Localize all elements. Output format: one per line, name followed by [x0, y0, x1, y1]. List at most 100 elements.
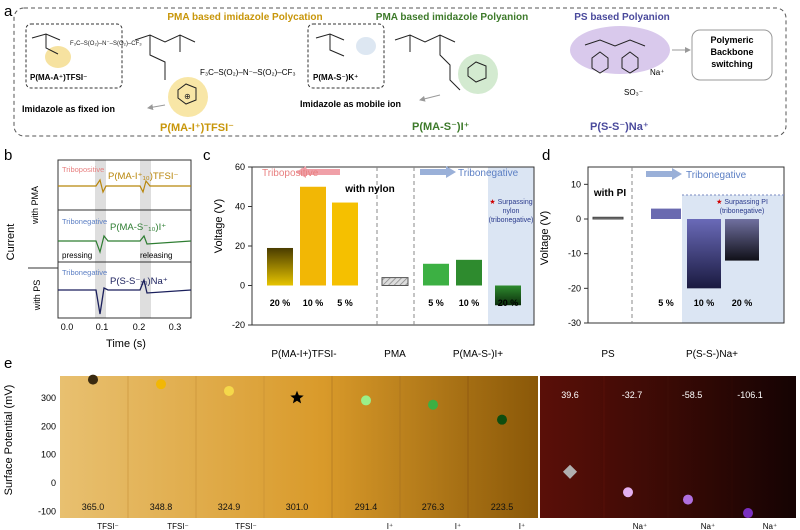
sulfonated-ring	[621, 51, 639, 74]
phenyl-ring	[591, 51, 609, 74]
panel-c-category-labels: 20 % 10 % 5 % 5 % 10 % 20 %	[270, 298, 519, 308]
panel-b-xticks: 0.0 0.1 0.2 0.3	[61, 322, 182, 332]
ytick-label: -30	[568, 318, 581, 328]
potential-value: 39.6	[561, 390, 579, 400]
pressing-label: pressing	[62, 251, 92, 260]
potential-value: 348.8	[150, 502, 173, 512]
tfsi-small-formula: F₃C–S(O₂)–N⁻–S(O₂)–CF₃	[70, 41, 142, 47]
bottom-label: Na⁺	[701, 522, 715, 530]
panel-d-ylabel: Voltage (V)	[539, 211, 551, 265]
polycation-monomer-box	[25, 23, 123, 89]
polyanion-monomer-box	[307, 23, 385, 89]
trace-2	[58, 234, 192, 255]
ytick-label: 10	[571, 179, 581, 189]
panel-b-label: b	[4, 147, 12, 164]
category-label: 10 %	[694, 298, 715, 308]
bar	[592, 216, 624, 220]
category-label: 5 %	[428, 298, 444, 308]
surpass-note-c-wrap: ★ Surpassing nylon (tribonegative)	[488, 199, 534, 224]
releasing-label: releasing	[140, 251, 172, 260]
polyanion-monomer-label: P(MA-S⁻)K⁺	[313, 73, 358, 82]
potential-value: 276.3	[422, 502, 445, 512]
bar	[725, 219, 759, 261]
panel-d-axes	[587, 166, 785, 324]
panel-a-frame	[13, 7, 787, 137]
ps-polymer-name: P(S-S⁻)Na⁺	[590, 121, 649, 133]
panel-b: b Current with PMA with PS Tribopositive…	[4, 147, 192, 350]
imidazolium-highlight	[168, 77, 208, 117]
tribopositive-arrowhead	[296, 166, 306, 178]
panel-c-yticks: -20 0 20 40 60	[232, 162, 252, 330]
marker	[497, 414, 507, 425]
bar	[651, 208, 681, 219]
group-ps-label: with PS	[32, 280, 42, 312]
trace-1	[58, 178, 191, 194]
marker	[428, 399, 438, 410]
ytick-label: -10	[568, 249, 581, 259]
bottom-label: TFSI⁻	[235, 522, 257, 530]
category-label: 5 %	[658, 298, 674, 308]
ytick-label: 60	[235, 162, 245, 172]
group-label-c-1: P(MA-I+)TFSI-	[271, 349, 336, 360]
panel-e-label: e	[4, 355, 12, 372]
potential-value: 365.0	[82, 502, 105, 512]
xtick: 0.1	[96, 322, 109, 332]
bar	[495, 285, 521, 306]
category-label: 20 %	[732, 298, 753, 308]
polyanion-polymer-name: P(MA-S⁻)I⁺	[412, 121, 470, 133]
bar	[267, 247, 293, 286]
panel-a-label: a	[4, 3, 13, 20]
trace-3-tag: Tribonegative	[62, 268, 107, 277]
potential-value: -106.1	[737, 390, 763, 400]
group-label-c-2: PMA	[384, 349, 406, 360]
polyanion-note: Imidazole as mobile ion	[300, 99, 401, 109]
panel-e-ylabel: Surface Potential (mV)	[3, 385, 15, 496]
panel-d-bars	[592, 208, 759, 289]
potential-value: -32.7	[622, 390, 643, 400]
polyanion-title: PMA based imidazole Polyanion	[376, 12, 528, 23]
bottom-label: TFSI⁻	[97, 522, 119, 530]
panel-c-label: c	[203, 147, 211, 164]
category-label: 5 %	[337, 298, 353, 308]
bar	[687, 219, 721, 289]
ytick-label: -20	[568, 283, 581, 293]
xtick: 0.3	[169, 322, 182, 332]
panel-e-values: 365.0 348.8 324.9 301.0 291.4 276.3 223.5 39.6 -…	[82, 390, 763, 512]
bottom-label: I⁺	[455, 522, 461, 530]
marker-star	[290, 390, 304, 404]
ytick-label: 300	[41, 393, 56, 403]
imidazole-mobile-highlight	[458, 54, 498, 94]
category-label: 10 %	[459, 298, 480, 308]
cation-highlight	[45, 46, 71, 68]
backbone-highlight	[570, 26, 670, 74]
panel-d-category-labels: 5 % 10 % 20 %	[658, 298, 752, 308]
panel-d-label: d	[542, 147, 550, 164]
surpass-note-c: ★ Surpassing nylon (tribonegative)	[488, 199, 534, 224]
panel-b-ylabel: Current	[5, 224, 17, 261]
surpass-note-d: ★ Surpassing PI (tribonegative)	[716, 199, 768, 215]
panel-d-yticks: -30 -20 -10 0 10	[568, 179, 588, 328]
potential-value: 324.9	[218, 502, 241, 512]
trace-1-name: P(MA-I⁺₁₀)TFSI⁻	[108, 171, 178, 182]
pressing-band	[95, 160, 106, 318]
group-label-d-1: PS	[601, 349, 615, 360]
trace-3-name: P(S-S⁻₁₀)Na⁺	[110, 276, 168, 287]
panel-c-ylabel: Voltage (V)	[213, 199, 225, 253]
bottom-label: TFSI⁻	[167, 522, 189, 530]
marker	[361, 395, 371, 406]
tfsi-formula: F₃C–S(O₂)–N⁻–S(O₂)–CF₃	[200, 68, 296, 77]
marker	[224, 385, 234, 396]
potential-value: 223.5	[491, 502, 514, 512]
panel-b-axes	[57, 159, 192, 319]
mobile-ion-arrow	[419, 94, 441, 102]
tribonegative-arrowhead	[446, 166, 456, 178]
group-label-c-3: P(MA-S-)I+	[453, 349, 503, 360]
polycation-backbone	[134, 34, 196, 80]
cation-charge: ⊕	[184, 92, 191, 101]
switch-label-wrap: Polymeric Backbone switching	[710, 35, 753, 69]
bottom-label: Na⁺	[633, 522, 647, 530]
surpass-note-d-wrap: ★ Surpassing PI (tribonegative)	[716, 199, 768, 215]
bar	[423, 263, 449, 286]
bottom-label: I⁺	[387, 522, 393, 530]
